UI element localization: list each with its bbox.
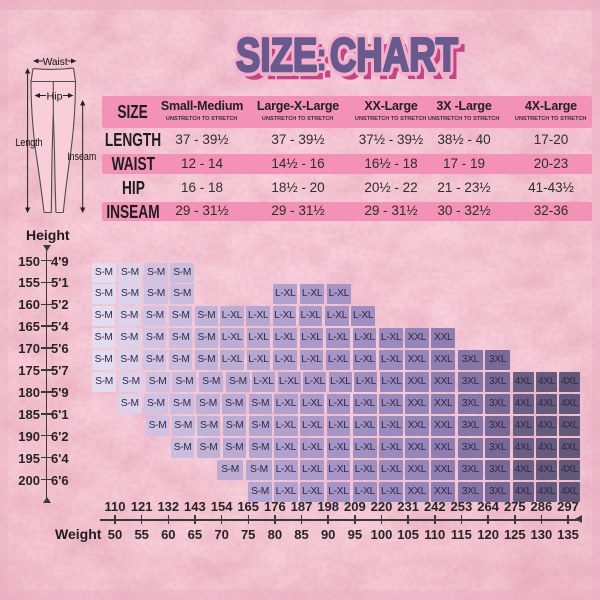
svg-text:CHART: CHART — [330, 29, 458, 81]
svg-text:Hip: Hip — [47, 90, 63, 102]
svg-text:Length: Length — [16, 137, 43, 149]
svg-text:SIZE: SIZE — [236, 29, 317, 81]
svg-text:CHART: CHART — [336, 36, 464, 88]
svg-text:CHART: CHART — [330, 29, 458, 81]
svg-text:Waist: Waist — [43, 56, 68, 68]
svg-text:Inseam: Inseam — [67, 151, 96, 163]
svg-text:SIZE: SIZE — [242, 36, 323, 88]
svg-text:SIZE: SIZE — [236, 29, 317, 81]
